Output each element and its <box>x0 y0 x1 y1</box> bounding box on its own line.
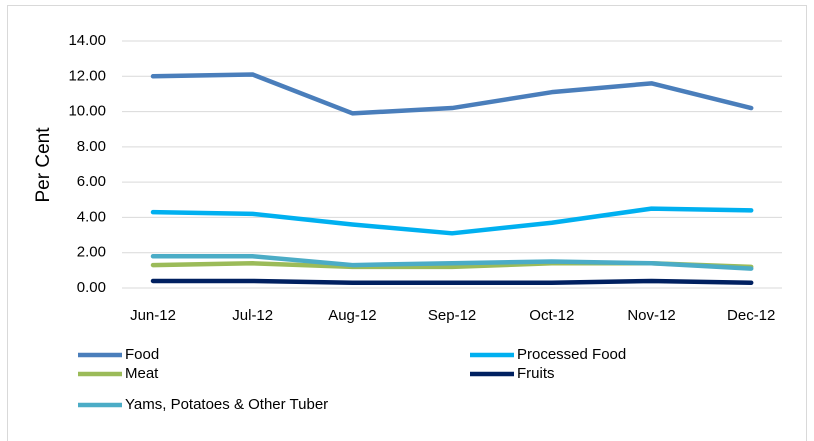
y-tick-label: 2.00 <box>77 244 106 261</box>
legend-label: Food <box>125 346 159 363</box>
series-line <box>150 253 754 271</box>
x-tick-label: Aug-12 <box>328 307 376 324</box>
chart-frame <box>7 5 807 441</box>
series-line <box>150 206 754 236</box>
legend-label: Meat <box>125 365 159 382</box>
y-tick-label: 6.00 <box>77 173 106 190</box>
x-tick-label: Sep-12 <box>428 307 476 324</box>
x-tick-label: Oct-12 <box>529 307 574 324</box>
x-tick-label: Jul-12 <box>232 307 273 324</box>
y-tick-label: 4.00 <box>77 208 106 225</box>
y-tick-label: 14.00 <box>68 32 106 49</box>
series-line <box>150 72 754 116</box>
y-tick-label: 10.00 <box>68 103 106 120</box>
y-tick-label: 0.00 <box>77 279 106 296</box>
x-tick-label: Nov-12 <box>627 307 675 324</box>
legend-label: Fruits <box>517 365 555 382</box>
legend-label: Processed Food <box>517 346 626 363</box>
x-tick-label: Jun-12 <box>130 307 176 324</box>
y-axis-label: Per Cent <box>33 127 54 203</box>
y-tick-label: 12.00 <box>68 67 106 84</box>
series-line <box>150 278 754 285</box>
legend-label: Yams, Potatoes & Other Tuber <box>125 396 328 413</box>
x-tick-label: Dec-12 <box>727 307 775 324</box>
y-tick-label: 8.00 <box>77 138 106 155</box>
